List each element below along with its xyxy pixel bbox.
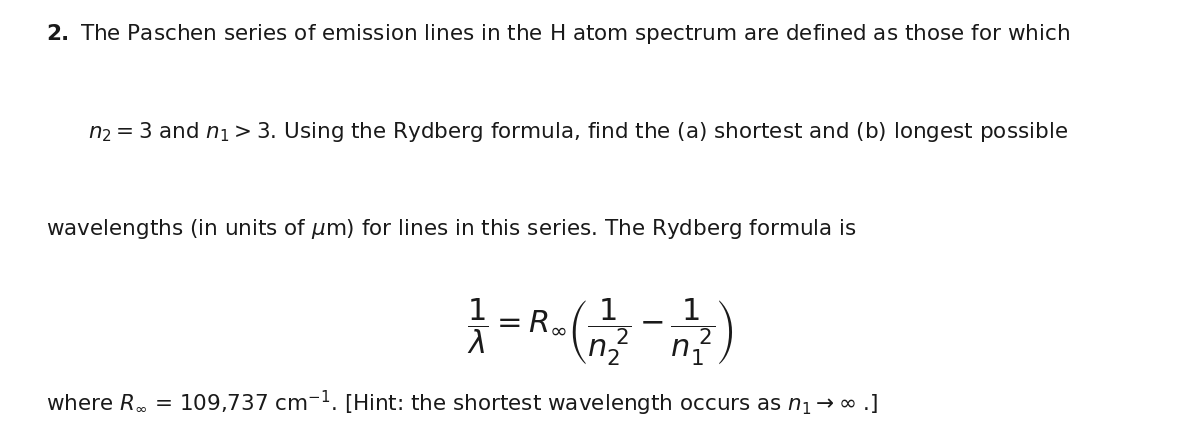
Text: $\mathbf{2.}$ The Paschen series of emission lines in the H atom spectrum are de: $\mathbf{2.}$ The Paschen series of emis… bbox=[46, 22, 1069, 46]
Text: where $R_\infty$ = 109,737 cm$^{-1}$. [Hint: the shortest wavelength occurs as $: where $R_\infty$ = 109,737 cm$^{-1}$. [H… bbox=[46, 389, 878, 418]
Text: $\dfrac{1}{\lambda} = R_\infty \left(\dfrac{1}{n_2^{\ 2}} - \dfrac{1}{n_1^{\ 2}}: $\dfrac{1}{\lambda} = R_\infty \left(\df… bbox=[467, 297, 733, 368]
Text: wavelengths (in units of $\mu$m) for lines in this series. The Rydberg formula i: wavelengths (in units of $\mu$m) for lin… bbox=[46, 217, 857, 241]
Text: $n_2 = 3$ and $n_1 > 3$. Using the Rydberg formula, find the (a) shortest and (b: $n_2 = 3$ and $n_1 > 3$. Using the Rydbe… bbox=[88, 120, 1068, 144]
